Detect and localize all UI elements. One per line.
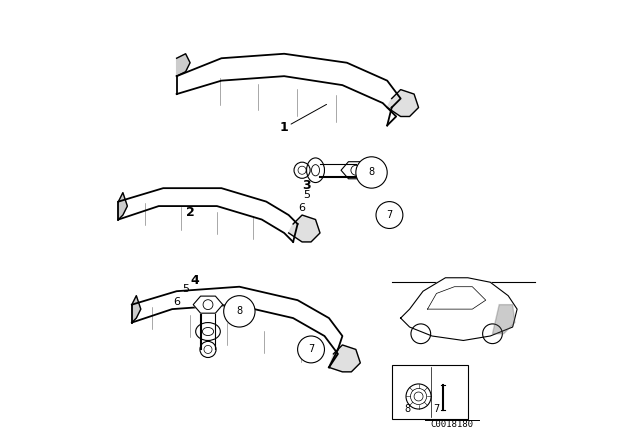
Polygon shape: [341, 162, 371, 179]
Polygon shape: [401, 278, 517, 340]
FancyBboxPatch shape: [392, 365, 468, 419]
Text: 1: 1: [280, 121, 289, 134]
Text: 2: 2: [186, 206, 195, 220]
Polygon shape: [329, 345, 360, 372]
Circle shape: [224, 296, 255, 327]
Text: 8: 8: [369, 168, 374, 177]
Polygon shape: [177, 54, 190, 76]
Text: 6: 6: [299, 203, 305, 213]
Text: 4: 4: [190, 273, 199, 287]
Text: 7: 7: [387, 210, 392, 220]
Circle shape: [298, 336, 324, 363]
Text: C0018180: C0018180: [431, 420, 474, 429]
Text: 5: 5: [182, 284, 189, 294]
Polygon shape: [193, 296, 223, 313]
Text: 8: 8: [236, 306, 243, 316]
Polygon shape: [493, 305, 515, 334]
Polygon shape: [289, 215, 320, 242]
Circle shape: [356, 157, 387, 188]
Polygon shape: [118, 193, 127, 220]
Text: 3: 3: [302, 179, 311, 193]
Text: 7: 7: [433, 404, 440, 414]
Polygon shape: [387, 90, 419, 116]
Text: 6: 6: [173, 297, 180, 307]
Polygon shape: [132, 296, 141, 323]
Text: 7: 7: [308, 345, 314, 354]
Circle shape: [376, 202, 403, 228]
Text: 8: 8: [404, 404, 410, 414]
Text: 5: 5: [303, 190, 310, 200]
